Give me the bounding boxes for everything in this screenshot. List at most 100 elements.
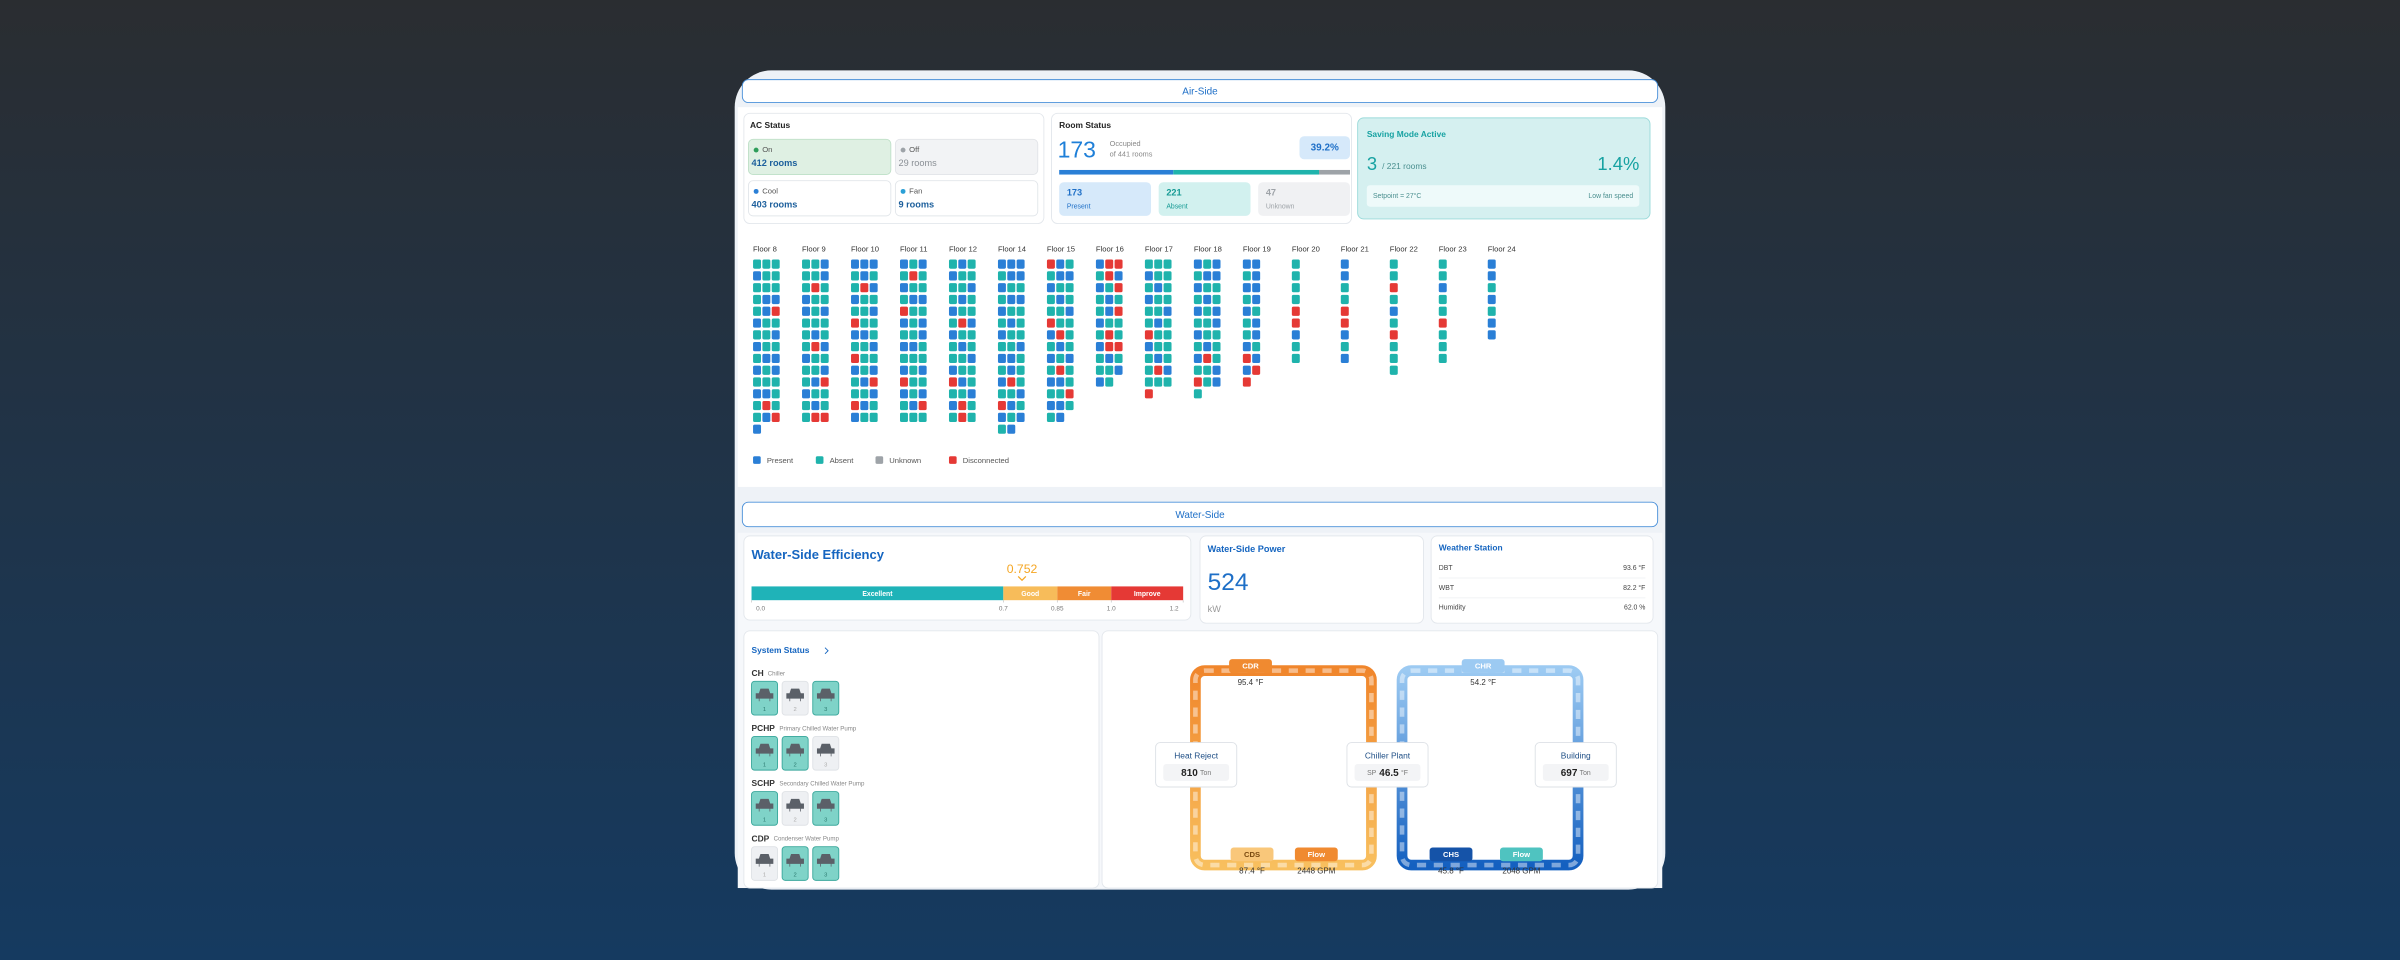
floor-label: Floor 22 [1390, 245, 1418, 254]
room-cell [948, 412, 957, 422]
room-cell [1154, 330, 1163, 340]
room-cell [1163, 271, 1172, 281]
weather-label: WBT [1439, 585, 1455, 592]
room-cell [1065, 318, 1074, 328]
room-cell [1056, 330, 1065, 340]
room-cell [1438, 283, 1447, 293]
floor-label: Floor 18 [1194, 245, 1222, 254]
room-cell [958, 365, 967, 375]
equipment-code: CDP [752, 833, 770, 843]
legend-label: Absent [830, 456, 855, 465]
room-cell [1065, 377, 1074, 387]
band-label: Improve [1134, 591, 1161, 598]
room-cell [1046, 412, 1055, 422]
equipment-name: Chiller [768, 670, 785, 677]
status-tile [894, 180, 1039, 217]
efficiency-value: 0.752 [1007, 562, 1038, 576]
room-cell [1154, 365, 1163, 375]
room-cell [802, 330, 810, 340]
equipment-icon [786, 853, 804, 867]
room-cell [997, 412, 1006, 422]
room-cell [860, 306, 869, 316]
tick-label: 1.0 [1107, 605, 1116, 612]
room-cell [1007, 283, 1016, 293]
floor-label: Floor 16 [1096, 245, 1124, 254]
loop-badge [1500, 847, 1543, 862]
badge-label: CDR [1242, 662, 1259, 671]
tick-label: 0.85 [1051, 605, 1064, 612]
room-cell [860, 283, 869, 293]
section-title: Air-Side [1182, 86, 1218, 97]
loop-reading: 2048 GPM [1502, 866, 1540, 875]
room-cell [1056, 271, 1065, 281]
section-header [741, 79, 1659, 104]
room-cell [958, 400, 967, 411]
unit-number: 1 [763, 817, 766, 823]
room-cell [1007, 412, 1016, 422]
room-cell [1046, 353, 1055, 364]
room-cell [860, 330, 869, 340]
room-cell [820, 259, 829, 269]
room-cell [1154, 353, 1163, 364]
room-cell [1193, 342, 1202, 352]
power-unit: kW [1208, 604, 1222, 614]
room-cell [900, 283, 908, 293]
room-cell [1154, 294, 1163, 305]
room-cell [1193, 389, 1202, 399]
room-cell [1203, 271, 1212, 281]
band-label: Good [1021, 591, 1039, 598]
room-cell [1105, 294, 1114, 305]
room-cell [948, 342, 957, 352]
room-cell [1144, 330, 1153, 340]
room-cell [1065, 259, 1074, 269]
node-unit: Ton [1580, 770, 1591, 777]
room-cell [802, 400, 810, 411]
room-cell [918, 271, 927, 281]
loop-badge [1429, 847, 1473, 862]
node-value: 697 Ton [1561, 768, 1591, 779]
loop-reading: 87.4 °F [1239, 866, 1265, 875]
band-label: Fair [1078, 591, 1091, 598]
room-cell [1242, 283, 1251, 293]
room-cell [1252, 353, 1261, 364]
room-cell [1105, 353, 1114, 364]
room-cell [967, 259, 976, 269]
room-cell [918, 342, 927, 352]
room-cell [869, 400, 878, 411]
unit-number: 2 [794, 762, 797, 768]
room-cell [1291, 353, 1300, 364]
room-cell [1105, 330, 1114, 340]
room-cell [997, 283, 1006, 293]
room-cell [948, 365, 957, 375]
room-cell [1016, 377, 1025, 387]
room-cell [1056, 365, 1065, 375]
room-cell [1095, 318, 1104, 328]
room-cell [771, 353, 780, 364]
room-cell [1203, 377, 1212, 387]
panel-title: Water-Side Efficiency [752, 547, 885, 562]
panel-title: System Status [752, 645, 810, 655]
room-cell [948, 318, 957, 328]
room-cell [1046, 271, 1055, 281]
room-cell [1154, 377, 1163, 387]
equipment-icon [786, 743, 804, 757]
equipment-code: PCHP [752, 723, 776, 733]
room-cell [967, 271, 976, 281]
room-cell [851, 365, 859, 375]
equipment-name: Condenser Water Pump [774, 836, 840, 843]
room-cell [820, 353, 829, 364]
breakdown-value: 221 [1166, 187, 1181, 197]
section-header [741, 501, 1659, 528]
unit-number: 3 [824, 817, 827, 823]
room-cell [1193, 283, 1202, 293]
room-cell [753, 365, 762, 375]
room-cell [1291, 271, 1300, 281]
room-cell [1340, 353, 1349, 364]
weather-value: 62.0 % [1624, 605, 1645, 612]
room-cell [1291, 306, 1300, 316]
equipment-name: Primary Chilled Water Pump [779, 725, 856, 732]
legend-label: Present [767, 456, 794, 465]
unit-number: 1 [763, 762, 766, 768]
room-cell [1212, 271, 1221, 281]
tile-value: 9 rooms [898, 200, 934, 210]
